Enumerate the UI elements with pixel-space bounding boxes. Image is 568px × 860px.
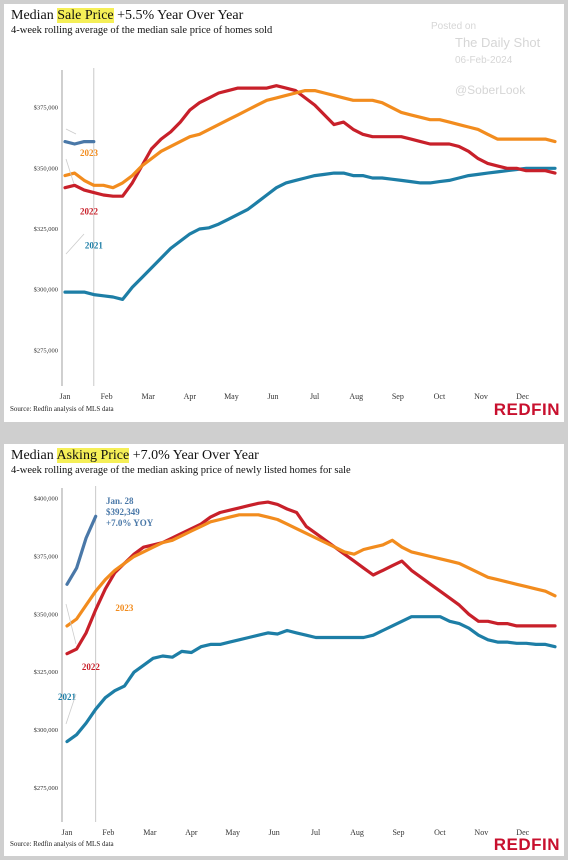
x-tick-label: Apr: [184, 392, 197, 401]
label-leader-line: [65, 233, 85, 255]
x-tick-label: Oct: [434, 828, 446, 837]
y-tick-label: $300,000: [34, 287, 58, 294]
source-note: Source: Redfin analysis of MLS data: [10, 840, 114, 848]
x-tick-label: Sep: [392, 392, 404, 401]
x-tick-label: Dec: [516, 828, 529, 837]
redfin-logo: REDFIN: [493, 400, 560, 419]
x-tick-label: Apr: [185, 828, 198, 837]
sale-price-chart: $275,000 $300,000 $325,000 $350,000 $375,000…: [34, 68, 557, 401]
y-tick-label: $275,000: [34, 785, 58, 792]
callout-line1: Jan. 28: [106, 496, 134, 506]
chart-title: Median Asking Price +7.0% Year Over Year: [11, 448, 259, 463]
series-line-2021: [63, 166, 557, 301]
y-tick-label: $350,000: [34, 165, 58, 172]
callout-line2: $392,349: [106, 507, 140, 517]
source-note: Source: Redfin analysis of MLS data: [10, 405, 114, 413]
x-tick-label: Sep: [392, 828, 404, 837]
series-line-2022: [65, 500, 557, 656]
y-tick-label: $275,000: [34, 347, 58, 354]
x-tick-label: Mar: [143, 828, 157, 837]
x-tick-label: Jul: [311, 828, 321, 837]
y-tick-label: $375,000: [34, 105, 58, 112]
series-line-2024: [63, 140, 96, 146]
x-tick-label: Nov: [474, 828, 488, 837]
label-leader-line: [65, 128, 77, 135]
x-tick-label: Dec: [516, 392, 529, 401]
label-leader-line: [65, 603, 77, 645]
y-tick-label: $325,000: [34, 669, 58, 676]
x-tick-label: Aug: [349, 392, 363, 401]
x-tick-label: Jul: [310, 392, 320, 401]
x-tick-label: Feb: [101, 392, 113, 401]
callout-line3: +7.0% YOY: [106, 518, 154, 528]
x-tick-label: Aug: [350, 828, 364, 837]
asking-price-chart: $275,000 $300,000 $325,000 $350,000 $375,000…: [34, 486, 557, 837]
series-label-2023: 2023: [80, 148, 99, 158]
watermark-handle: @SoberLook: [455, 83, 526, 97]
series-label-2022: 2022: [82, 662, 101, 672]
x-tick-label: Jun: [267, 392, 278, 401]
series-line-2023: [63, 88, 557, 190]
series-label-2023: 2023: [115, 603, 134, 613]
label-leader-line: [65, 693, 77, 725]
x-tick-label: Oct: [434, 392, 446, 401]
series-line-2021: [65, 615, 557, 744]
y-tick-label: $300,000: [34, 727, 58, 734]
x-tick-label: May: [224, 392, 239, 401]
redfin-logo: REDFIN: [493, 835, 560, 854]
series-line-2024: [65, 514, 98, 586]
x-tick-label: Jan: [62, 828, 73, 837]
chart-subtitle: 4-week rolling average of the median sal…: [11, 25, 273, 36]
y-tick-label: $375,000: [34, 553, 58, 560]
series-line-2023: [65, 513, 557, 628]
series-label-2021: 2021: [58, 692, 77, 702]
x-tick-label: Jan: [60, 392, 71, 401]
sale-price-panel: Median Sale Price +5.5% Year Over Year 4…: [4, 4, 564, 422]
y-tick-label: $325,000: [34, 226, 58, 233]
series-label-2021: 2021: [85, 240, 104, 250]
series-line-2022: [63, 84, 557, 198]
x-tick-label: Nov: [474, 392, 488, 401]
label-leader-line: [65, 158, 75, 185]
x-tick-label: May: [225, 828, 240, 837]
asking-price-panel: Median Asking Price +7.0% Year Over Year…: [4, 444, 564, 856]
x-tick-label: Feb: [102, 828, 114, 837]
x-tick-label: Jun: [269, 828, 280, 837]
x-tick-label: Mar: [142, 392, 156, 401]
watermark-posted-on: Posted on: [431, 21, 477, 32]
chart-title: Median Sale Price +5.5% Year Over Year: [11, 8, 244, 23]
watermark-source: The Daily Shot: [455, 35, 541, 50]
chart-subtitle: 4-week rolling average of the median ask…: [11, 465, 351, 476]
series-label-2022: 2022: [80, 206, 99, 216]
y-tick-label: $350,000: [34, 611, 58, 618]
watermark-date: 06-Feb-2024: [455, 55, 513, 66]
y-tick-label: $400,000: [34, 496, 58, 503]
